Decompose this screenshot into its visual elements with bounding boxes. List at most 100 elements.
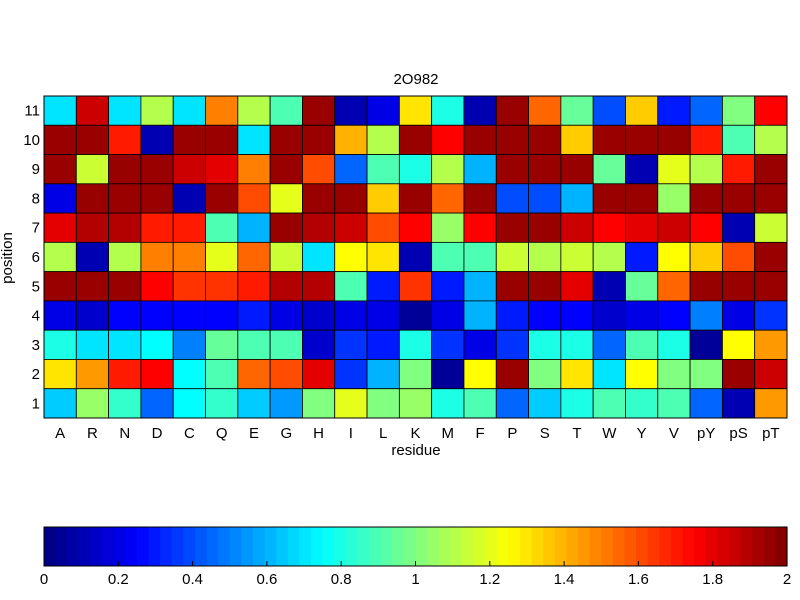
y-tick-label: 7	[32, 220, 40, 237]
colorbar-segment	[670, 527, 684, 566]
heatmap-cell	[398, 154, 433, 185]
colorbar-tick-label: 0.4	[182, 571, 203, 588]
heatmap-cell	[431, 183, 465, 214]
heatmap-cell	[43, 212, 77, 243]
colorbar-segment	[218, 527, 231, 566]
heatmap-cell	[592, 95, 626, 126]
colorbar: 0 0.2 0.4 0.6 0.8 1 1.2 1.4 1.6 1.8 2	[40, 526, 791, 588]
colorbar-segment	[113, 527, 126, 566]
heatmap-cell	[625, 183, 659, 214]
heatmap-cell	[334, 154, 368, 185]
heatmap-cell	[366, 359, 400, 390]
x-tick-label: C	[184, 425, 195, 442]
heatmap-cell	[592, 183, 626, 214]
heatmap-cell	[721, 212, 756, 243]
heatmap-cell	[108, 241, 142, 273]
y-axis-label: position	[0, 232, 16, 284]
heatmap-cell	[560, 183, 594, 214]
heatmap-cell	[302, 271, 336, 302]
heatmap-cell	[205, 212, 239, 243]
heatmap-cell	[754, 154, 788, 185]
heatmap-cell	[75, 95, 110, 126]
heatmap-cell	[431, 95, 465, 126]
heatmap-cell	[237, 212, 271, 243]
colorbar-segment	[775, 527, 788, 566]
heatmap-cell	[463, 329, 497, 360]
heatmap-cell	[528, 95, 562, 126]
heatmap-cell	[302, 388, 336, 419]
colorbar-segment	[450, 527, 463, 566]
heatmap-cell	[528, 241, 562, 273]
heatmap-cell	[366, 388, 400, 419]
heatmap-cell	[269, 388, 303, 419]
x-axis-label: residue	[391, 442, 440, 459]
heatmap-cell	[689, 212, 723, 243]
heatmap-cell	[269, 271, 303, 302]
x-tick-label: N	[119, 425, 130, 442]
heatmap-cell	[431, 212, 465, 243]
y-tick-label: 6	[32, 249, 40, 266]
heatmap-cell	[205, 183, 239, 214]
heatmap-cell	[398, 183, 433, 214]
heatmap-cell	[366, 154, 400, 185]
heatmap-cell	[560, 388, 594, 419]
heatmap-cell	[657, 300, 691, 331]
colorbar-segment	[183, 527, 196, 566]
heatmap-cell	[560, 359, 594, 390]
heatmap-cell	[43, 271, 77, 302]
colorbar-tick-label: 1.6	[628, 571, 649, 588]
heatmap-cell	[75, 300, 110, 331]
x-tick-label: H	[313, 425, 324, 442]
colorbar-tick-label: 2	[783, 571, 791, 588]
heatmap-cell	[721, 183, 756, 214]
heatmap-cell	[689, 124, 723, 155]
heatmap-cell	[334, 183, 368, 214]
heatmap-cell	[495, 241, 529, 273]
heatmap-cell	[334, 241, 368, 273]
colorbar-segment	[543, 527, 556, 566]
colorbar-segment	[438, 527, 451, 566]
heatmap-cell	[140, 388, 174, 419]
heatmap-cell	[625, 300, 659, 331]
heatmap-cell	[269, 95, 303, 126]
heatmap-cell	[140, 212, 174, 243]
heatmap-cell	[657, 212, 691, 243]
heatmap-cell	[754, 359, 788, 390]
heatmap-cell	[205, 154, 239, 185]
heatmap-cell	[140, 329, 174, 360]
colorbar-segment	[717, 527, 730, 566]
colorbar-segment	[148, 527, 161, 566]
heatmap-cell	[657, 124, 691, 155]
heatmap-cell	[657, 388, 691, 419]
heatmap-cell	[657, 241, 691, 273]
heatmap-cell	[431, 329, 465, 360]
heatmap-cell	[75, 212, 110, 243]
heatmap-cell	[302, 329, 336, 360]
colorbar-segment	[90, 527, 103, 566]
colorbar-segment	[229, 527, 242, 566]
heatmap-cell	[366, 241, 400, 273]
heatmap-cell	[625, 124, 659, 155]
heatmap-cell	[43, 241, 77, 273]
colorbar-tick-label: 0.2	[108, 571, 129, 588]
heatmap-cell	[560, 241, 594, 273]
y-tick-labels: 11 10 9 8 7 6 5 4 3 2 1	[23, 103, 40, 413]
heatmap-cell	[205, 329, 239, 360]
heatmap-cell	[721, 359, 756, 390]
heatmap-cell	[302, 124, 336, 155]
heatmap-cell	[205, 300, 239, 331]
heatmap-cell	[463, 241, 497, 273]
x-tick-label: Q	[216, 425, 228, 442]
x-tick-label: V	[669, 425, 679, 442]
heatmap-cell	[237, 154, 271, 185]
heatmap-cell	[237, 183, 271, 214]
heatmap-cell	[75, 359, 110, 390]
heatmap-cell	[140, 271, 174, 302]
heatmap-cell	[140, 241, 174, 273]
heatmap-cell	[366, 95, 400, 126]
colorbar-segment	[252, 527, 266, 566]
colorbar-segment	[322, 527, 335, 566]
heatmap-cell	[269, 241, 303, 273]
heatmap-cell	[172, 329, 206, 360]
colorbar-segment	[241, 527, 254, 566]
